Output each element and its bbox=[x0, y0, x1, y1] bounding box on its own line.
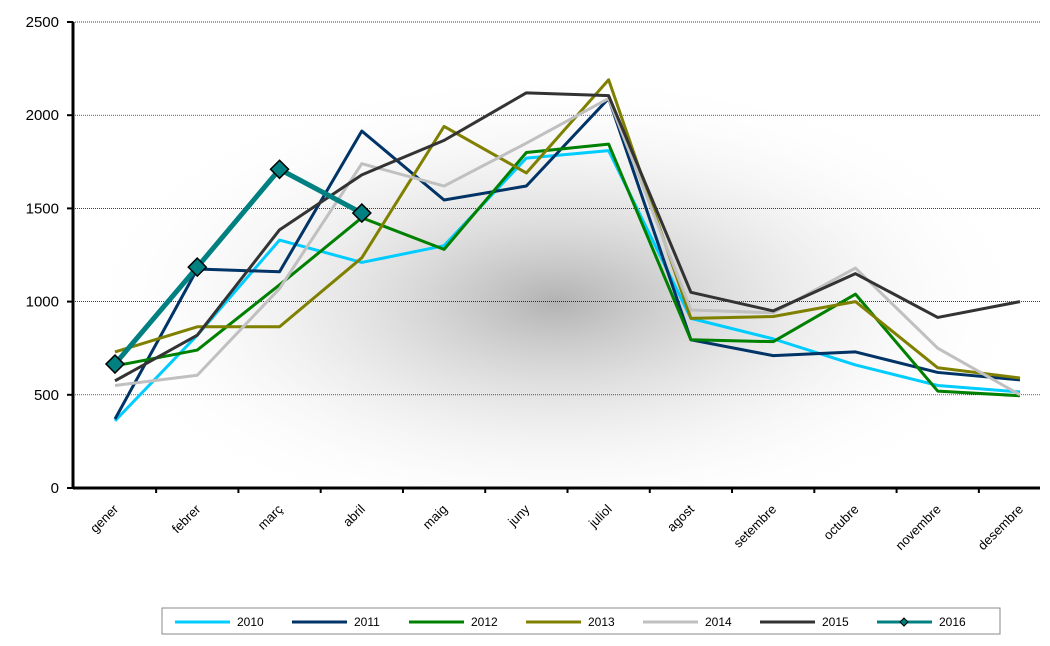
plot-background bbox=[73, 22, 1040, 488]
x-tick-label: gener bbox=[87, 501, 122, 536]
series-line bbox=[113, 96, 1021, 420]
x-tick-label: juliol bbox=[585, 501, 615, 531]
point-marker bbox=[269, 159, 290, 180]
lines bbox=[104, 78, 1021, 422]
x-tick-label: maig bbox=[420, 502, 451, 533]
x-tick-label: març bbox=[255, 501, 286, 532]
series-line bbox=[114, 91, 1021, 383]
y-tick-label: 1000 bbox=[26, 294, 59, 311]
y-tick-label: 0 bbox=[51, 480, 59, 497]
point-marker bbox=[351, 202, 372, 224]
y-tick-label: 2500 bbox=[26, 14, 59, 31]
y-tick-label: 1500 bbox=[26, 200, 59, 217]
x-tick-label: febrer bbox=[169, 501, 204, 536]
legend-label: 2014 bbox=[705, 615, 732, 629]
x-tick-label: novembre bbox=[892, 502, 943, 553]
x-tick-label: juny bbox=[504, 501, 533, 530]
x-tick-label: octubre bbox=[820, 502, 861, 543]
y-tick-label: 2000 bbox=[26, 107, 59, 124]
legend-label: 2016 bbox=[939, 615, 966, 629]
series-line bbox=[114, 142, 1021, 398]
legend-marker bbox=[899, 617, 909, 627]
series-line bbox=[113, 166, 363, 366]
point-marker bbox=[187, 257, 208, 278]
series-line bbox=[114, 78, 1021, 380]
x-tick-label: setembre bbox=[730, 502, 779, 551]
legend-label: 2010 bbox=[237, 615, 264, 629]
point-marker bbox=[104, 353, 126, 375]
y-tick-label: 500 bbox=[34, 387, 59, 404]
legend-label: 2015 bbox=[822, 615, 849, 629]
legend-label: 2013 bbox=[588, 615, 615, 629]
series-line bbox=[113, 149, 1021, 422]
legend-label: 2011 bbox=[354, 615, 380, 629]
legend-label: 2012 bbox=[471, 615, 498, 629]
x-tick-label: abril bbox=[340, 501, 368, 529]
x-tick-label: agost bbox=[664, 501, 697, 534]
x-tick-label: desembre bbox=[975, 502, 1026, 553]
legend: 2010 2011 2012 2013 2014 2015 2016 bbox=[175, 615, 966, 629]
